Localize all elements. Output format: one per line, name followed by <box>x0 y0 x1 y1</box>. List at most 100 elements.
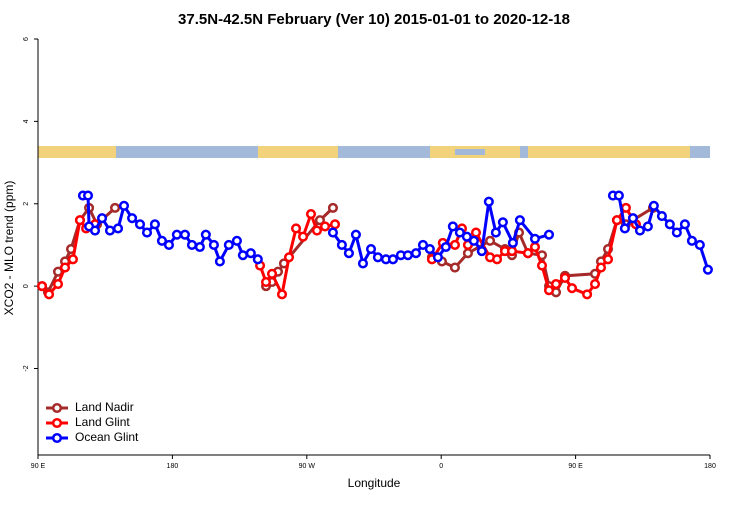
data-point <box>387 254 399 265</box>
data-point <box>449 262 460 273</box>
data-point <box>343 248 354 259</box>
data-point <box>634 225 646 236</box>
y-tick-label: 6 <box>23 37 30 41</box>
data-point <box>582 289 593 300</box>
data-point <box>602 254 614 265</box>
data-point <box>454 227 465 238</box>
data-point <box>171 229 182 240</box>
series-line <box>331 201 550 268</box>
data-point <box>372 252 383 263</box>
x-tick-label: 180 <box>704 463 716 470</box>
data-point <box>611 215 623 226</box>
data-point <box>350 229 361 240</box>
data-point <box>620 202 631 213</box>
data-point <box>497 217 508 228</box>
data-point <box>679 219 690 230</box>
data-point <box>514 215 525 226</box>
data-point <box>208 239 219 250</box>
data-point <box>266 268 278 279</box>
data-point <box>529 233 541 244</box>
data-point <box>550 279 562 290</box>
x-axis-label: Longitude <box>348 476 401 490</box>
data-point <box>522 248 534 259</box>
data-point <box>311 225 323 236</box>
y-tick-label: 0 <box>23 284 30 288</box>
data-point <box>149 219 160 230</box>
data-point <box>671 227 682 238</box>
x-tick-label: 90 E <box>568 463 583 470</box>
data-point <box>484 235 496 246</box>
data-point <box>179 229 190 240</box>
data-point <box>112 223 124 234</box>
data-point <box>127 213 138 224</box>
map-strip <box>38 146 710 158</box>
y-tick-label: 2 <box>23 202 30 206</box>
data-point <box>410 248 422 259</box>
data-point <box>214 256 225 267</box>
data-point <box>118 200 130 211</box>
data-point <box>186 239 198 250</box>
y-tick-label: 4 <box>23 119 30 123</box>
data-point <box>327 227 338 238</box>
data-point <box>365 244 377 255</box>
data-point <box>329 219 341 230</box>
data-point <box>231 235 242 246</box>
data-point <box>613 190 624 201</box>
data-point <box>402 250 413 261</box>
data-point <box>468 235 479 246</box>
data-point <box>82 190 94 201</box>
data-point <box>507 237 518 248</box>
data-point <box>163 239 175 250</box>
data-point <box>559 272 571 283</box>
data-point <box>134 219 146 230</box>
x-tick-label: 90 E <box>31 463 46 470</box>
data-point <box>536 260 548 271</box>
data-point <box>694 239 705 250</box>
data-point <box>260 276 272 288</box>
data-point <box>656 211 667 222</box>
data-point <box>252 254 263 265</box>
x-tick-label: 0 <box>439 463 443 470</box>
data-point <box>290 223 302 234</box>
legend-marker <box>51 402 63 414</box>
data-point <box>492 254 503 265</box>
data-point <box>589 279 601 290</box>
data-point <box>686 235 697 246</box>
data-point <box>447 221 458 232</box>
data-point <box>432 252 443 263</box>
data-point <box>194 241 205 253</box>
data-point <box>702 264 713 275</box>
data-point <box>627 213 638 224</box>
data-point <box>476 246 487 257</box>
data-point <box>276 289 288 300</box>
data-point <box>642 221 653 232</box>
data-point <box>336 239 347 250</box>
data-point <box>440 241 451 253</box>
data-point <box>566 283 578 294</box>
legend-marker <box>51 417 63 429</box>
data-point <box>314 215 325 226</box>
y-tick-label: -2 <box>23 365 30 371</box>
data-point <box>470 227 482 238</box>
data-point <box>298 231 309 242</box>
legend-label: Land Glint <box>75 415 130 429</box>
data-point <box>89 225 101 236</box>
data-point <box>449 239 460 250</box>
data-point <box>664 219 675 230</box>
data-point <box>543 229 555 240</box>
data-point <box>245 248 256 259</box>
data-point <box>327 202 338 213</box>
data-point <box>357 258 368 269</box>
chart-title: 37.5N-42.5N February (Ver 10) 2015-01-01… <box>178 11 570 28</box>
data-point <box>595 262 607 273</box>
data-point <box>490 227 501 238</box>
data-point <box>141 227 153 238</box>
data-point <box>104 225 116 236</box>
legend-label: Land Nadir <box>75 400 134 414</box>
legend-marker <box>51 432 63 444</box>
data-point <box>461 231 472 242</box>
data-point <box>97 213 108 224</box>
data-point <box>110 202 121 213</box>
data-point <box>283 252 295 263</box>
